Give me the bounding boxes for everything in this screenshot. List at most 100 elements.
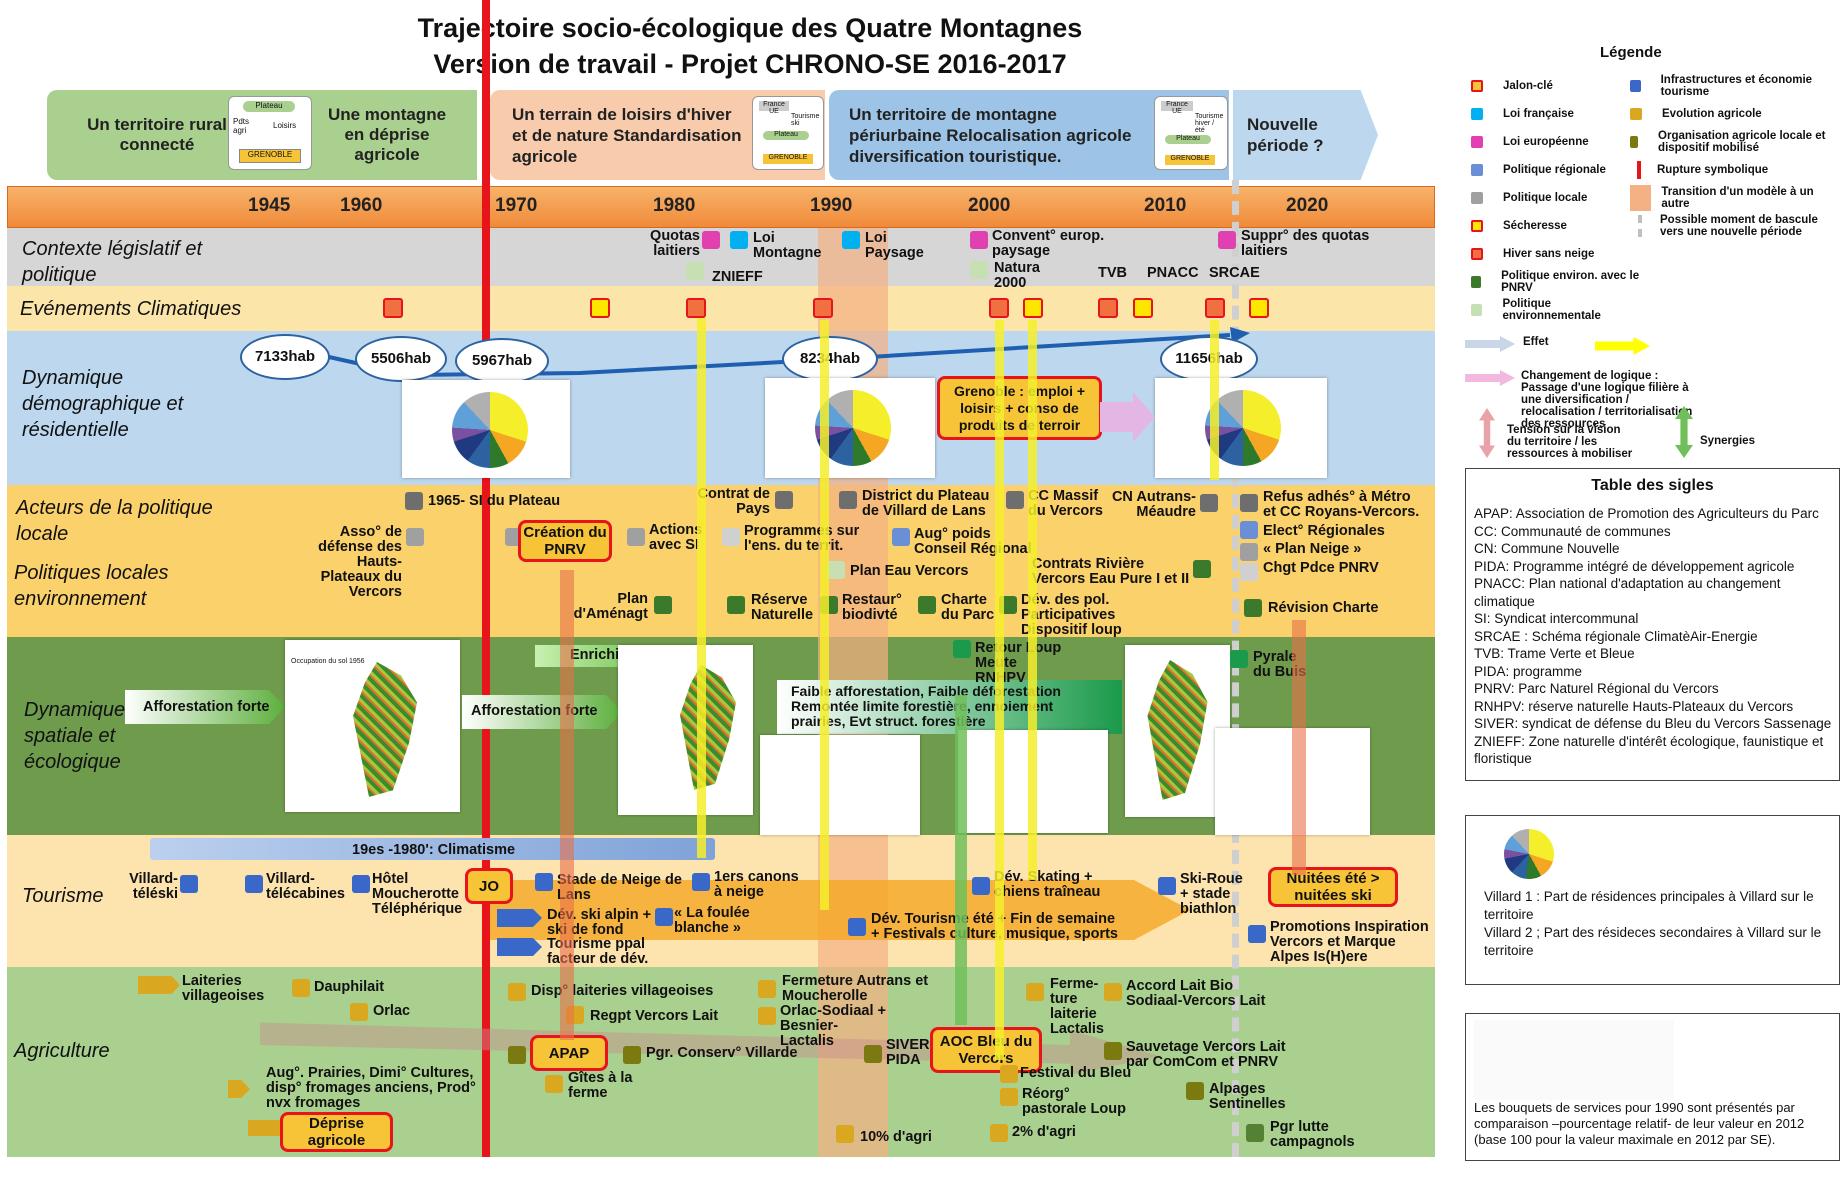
legend-label: Loi française xyxy=(1503,108,1574,120)
legend2-label: Evolution agricole xyxy=(1662,108,1762,120)
tension-arrow xyxy=(560,570,574,1040)
label-politiques: Politiques locales environnement xyxy=(14,562,169,610)
act-cn-marker xyxy=(1200,494,1218,512)
act-elect: Elect° Régionales xyxy=(1263,523,1385,539)
pop-1962-unit: hab xyxy=(404,350,432,367)
sigle-line: CC: Communauté de communes xyxy=(1474,523,1671,539)
legend-changement: Changement de logique : Passage d'une lo… xyxy=(1521,370,1693,430)
agri-regpt: Regpt Vercors Lait xyxy=(590,1008,719,1024)
pie-1968 xyxy=(402,380,570,478)
agri-gites: Gîtes à la ferme xyxy=(568,1070,633,1101)
year-1945: 1945 xyxy=(248,195,291,216)
label-climat: Evénements Climatiques xyxy=(20,298,242,320)
tour-promotions: Promotions Inspiration Vercors et Marque… xyxy=(1270,919,1429,965)
legend2-swatch-icon xyxy=(1638,215,1642,237)
agri-laiteries: Laiteries villageoises xyxy=(182,973,265,1004)
tour-villard-telecabines: Villard-télécabines xyxy=(266,871,345,902)
legend-label: Politique locale xyxy=(1503,192,1588,204)
tour-ski-roue: Ski-Roue + stade biathlon xyxy=(1180,871,1243,917)
tension-icon xyxy=(1479,408,1495,458)
legend2-item: Transition d'un modèle à un autre xyxy=(1630,184,1840,212)
sigle-line: SIVER: syndicat de défense du Bleu du Ve… xyxy=(1474,716,1832,731)
legend-item: Loi européenne xyxy=(1471,128,1646,156)
climatisme-label: 19es -1980': Climatisme xyxy=(352,842,516,858)
year-1960: 1960 xyxy=(340,195,383,216)
ctx-quotas: Quotas laitiers xyxy=(650,228,700,259)
act-plan-neige: « Plan Neige » xyxy=(1263,541,1362,557)
pop-1962-value: 5506 xyxy=(370,350,405,367)
period-periurbain-label: Un territoire de montagne périurbaine Re… xyxy=(849,104,1132,166)
sigles-table: Table des sigles APAP: Association de Pr… xyxy=(1465,468,1840,781)
mini-plateau-3: Plateau xyxy=(1165,135,1211,144)
mini-loisirs: Loisirs xyxy=(273,121,297,130)
tour-villard-teleski: Villard-téléski xyxy=(129,871,178,902)
bouquet-note: Les bouquets de services pour 1990 sont … xyxy=(1465,1013,1840,1161)
legend-column-1: Jalon-clé Loi française Loi européenne Poli… xyxy=(1471,72,1646,324)
act-contrats-riviere-marker xyxy=(1193,560,1211,578)
tour-promotions-marker xyxy=(1248,925,1266,943)
legend-item: Sécheresse xyxy=(1471,212,1646,240)
agri-festival-marker xyxy=(1000,1065,1018,1083)
pop-1954-unit: hab xyxy=(288,348,316,365)
mini-france-ue: France UE xyxy=(759,101,789,115)
act-asso-marker xyxy=(406,528,424,546)
act-plan-amenag: Plan d'Aménagt xyxy=(573,591,648,622)
pie-note-thumb xyxy=(1474,824,1584,884)
pop-2012-value: 11656 xyxy=(1175,350,1217,367)
ctx-pnacc: PNACC xyxy=(1147,265,1199,281)
mini-pdts: Pdts agri xyxy=(233,117,250,135)
legend-item: Politique locale xyxy=(1471,184,1646,212)
legend2-label: Infrastructures et économie tourisme xyxy=(1660,74,1813,98)
agri-siver: SIVER PIDA xyxy=(886,1037,930,1068)
act-si-plateau: 1965- SI du Plateau xyxy=(428,493,561,509)
agri-apap: APAP xyxy=(530,1035,608,1071)
agri-reorg-marker xyxy=(1000,1088,1018,1106)
tour-ppal-marker xyxy=(497,938,542,956)
pop-1968-value: 5967 xyxy=(471,352,506,369)
tour-canons: 1ers canons à neige xyxy=(714,869,799,900)
act-refus: Refus adhés° à Métro et CC Royans-Vercor… xyxy=(1263,489,1420,520)
ctx-quotas-marker xyxy=(702,231,720,249)
sigles-title: Table des sigles xyxy=(1591,477,1714,494)
ctx-natura: Natura 2000 xyxy=(994,260,1040,291)
legend-item: Politique environnementale xyxy=(1471,296,1646,324)
pie-note-villard1: Villard 1 : Part de résidences principal… xyxy=(1484,889,1814,922)
act-restaur: Restaur° biodivté xyxy=(842,592,902,623)
mini-grenoble-2: GRENOBLE xyxy=(763,154,813,164)
legend-label: Hiver sans neige xyxy=(1503,248,1595,260)
faible-text: Faible afforestation, Faible déforestati… xyxy=(791,683,1061,729)
climat-hiver-4 xyxy=(989,298,1009,318)
tour-jo: JO xyxy=(465,868,513,904)
tour-hotel-marker xyxy=(352,875,370,893)
ctx-loi-montagne: Loi Montagne xyxy=(753,230,822,261)
act-actions-si: Actions avec SI xyxy=(649,522,703,553)
afforestation-arrow-1 xyxy=(125,690,285,724)
act-dev-pol: Dév. des pol. Participatives Dispositif … xyxy=(1021,592,1122,638)
agri-fermeture: Fermeture Autrans et Moucherolle xyxy=(782,973,929,1004)
legend-item: Politique environ. avec le PNRV xyxy=(1471,268,1646,296)
agri-laiteries-marker xyxy=(138,976,180,994)
tour-ski-roue-marker xyxy=(1158,877,1176,895)
agri-dauphilait-marker xyxy=(292,979,310,997)
legend-effet: Effet xyxy=(1523,336,1549,348)
ctx-loi-paysage: Loi Paysage xyxy=(865,230,924,261)
agri-disp-laiteries: Disp° laiteries villageoises xyxy=(531,983,714,999)
bascule-line xyxy=(1232,180,1239,1157)
sigle-line: APAP: Association de Promotion des Agric… xyxy=(1474,506,1819,521)
act-aug-poids-marker xyxy=(892,528,910,546)
agri-2: 2% d'agri xyxy=(1012,1124,1076,1140)
climat-secheresse-4 xyxy=(1249,298,1269,318)
year-2000: 2000 xyxy=(968,195,1011,216)
sigle-line: PNRV: Parc Naturel Régional du Vercors xyxy=(1474,681,1719,696)
rupture-line xyxy=(482,0,490,1157)
tour-stade-neige: Stade de Neige de Lans xyxy=(557,872,682,903)
climat-hiver-3 xyxy=(813,298,833,318)
pie-1990 xyxy=(765,378,935,478)
tour-canons-marker xyxy=(692,873,710,891)
map-2012-shape xyxy=(1147,660,1208,800)
agri-pgr-conserv: Pgr. Conserv° Villarde xyxy=(646,1045,798,1061)
legend-label: Jalon-clé xyxy=(1503,80,1553,92)
map-1956: Occupation du sol 1956 xyxy=(285,640,460,812)
retour-loup-marker xyxy=(953,640,971,658)
agri-aug-prairies-marker xyxy=(228,1080,250,1098)
